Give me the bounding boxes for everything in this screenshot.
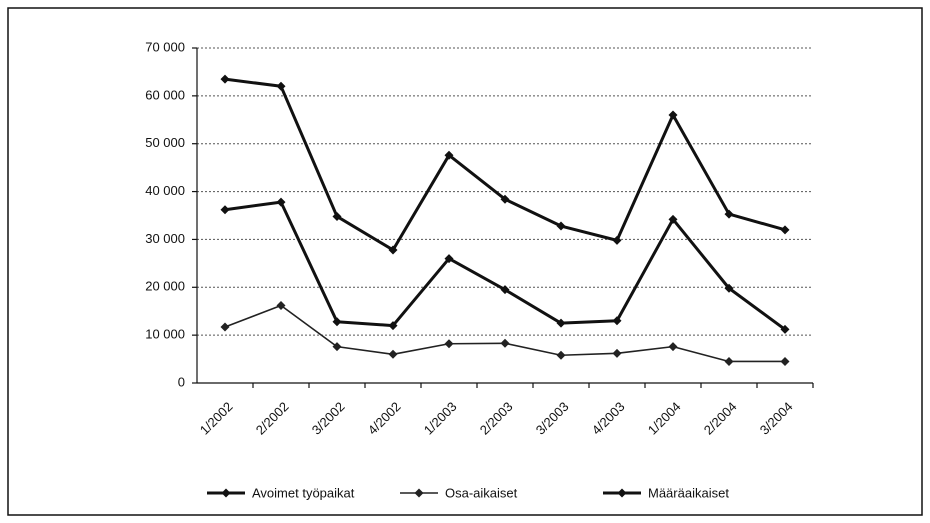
point-marker — [276, 197, 286, 207]
point-marker — [668, 214, 678, 224]
x-tick-label: 1/2004 — [645, 399, 684, 438]
series-line — [224, 77, 786, 252]
point-marker — [388, 349, 398, 359]
point-marker — [612, 235, 622, 245]
series-line — [224, 200, 786, 331]
legend-label: Avoimet työpaikat — [252, 485, 355, 500]
point-marker — [668, 342, 678, 352]
legend-marker — [414, 488, 424, 498]
point-marker — [668, 110, 678, 120]
point-marker — [780, 356, 790, 366]
point-marker — [276, 81, 286, 91]
y-tick-label: 70 000 — [145, 39, 185, 54]
point-marker — [500, 285, 510, 295]
point-marker — [220, 74, 230, 84]
x-tick-label: 1/2003 — [421, 399, 460, 438]
point-marker — [724, 283, 734, 293]
point-marker — [276, 300, 286, 310]
point-marker — [444, 150, 454, 160]
y-tick-label: 40 000 — [145, 183, 185, 198]
point-marker — [220, 205, 230, 215]
y-tick-label: 10 000 — [145, 327, 185, 342]
point-marker — [444, 339, 454, 349]
x-tick-label: 2/2003 — [477, 399, 516, 438]
x-tick-label: 3/2004 — [757, 399, 796, 438]
point-marker — [724, 209, 734, 219]
point-marker — [556, 350, 566, 360]
point-marker — [500, 338, 510, 348]
point-marker — [500, 194, 510, 204]
point-marker — [388, 245, 398, 255]
legend-marker — [617, 488, 627, 498]
y-tick-label: 30 000 — [145, 231, 185, 246]
point-marker — [332, 317, 342, 327]
point-marker — [444, 254, 454, 264]
point-marker — [612, 316, 622, 326]
x-tick-label: 1/2002 — [197, 399, 236, 438]
point-marker — [780, 324, 790, 334]
y-tick-label: 50 000 — [145, 135, 185, 150]
x-tick-label: 2/2002 — [253, 399, 292, 438]
y-tick-label: 20 000 — [145, 279, 185, 294]
x-tick-label: 3/2002 — [309, 399, 348, 438]
x-tick-label: 4/2002 — [365, 399, 404, 438]
x-tick-label: 3/2003 — [533, 399, 572, 438]
point-marker — [724, 356, 734, 366]
point-marker — [332, 342, 342, 352]
x-tick-label: 4/2003 — [589, 399, 628, 438]
point-marker — [220, 322, 230, 332]
legend-marker — [221, 488, 231, 498]
legend-label: Määräaikaiset — [648, 485, 729, 500]
y-tick-label: 0 — [178, 374, 185, 389]
series-line — [224, 304, 785, 363]
point-marker — [332, 211, 342, 221]
y-tick-label: 60 000 — [145, 87, 185, 102]
point-marker — [388, 321, 398, 331]
point-marker — [612, 348, 622, 358]
x-tick-label: 2/2004 — [701, 399, 740, 438]
point-marker — [556, 318, 566, 328]
legend-label: Osa-aikaiset — [445, 485, 518, 500]
point-marker — [780, 225, 790, 235]
frame — [7, 7, 923, 516]
point-marker — [556, 221, 566, 231]
